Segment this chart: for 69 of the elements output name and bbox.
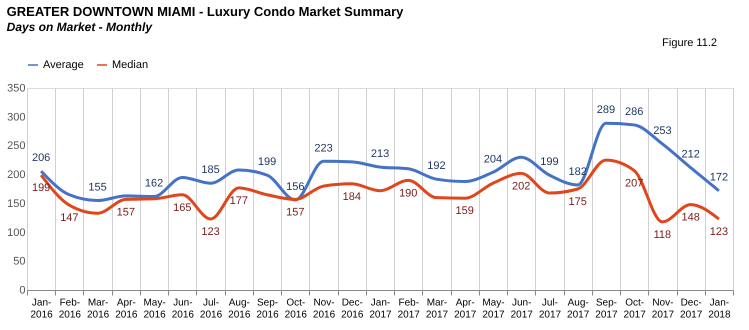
x-tick-label: Nov-2016	[312, 298, 336, 320]
x-tick-label: Nov-2017	[652, 298, 674, 320]
x-tick-label: Jan-2017	[369, 298, 392, 320]
data-label: 289	[596, 104, 616, 116]
data-label: 223	[314, 142, 333, 154]
x-tick-label: Feb-2017	[398, 298, 420, 320]
y-tick-label: 200	[7, 169, 26, 182]
data-label: 155	[88, 182, 107, 194]
data-label: 123	[710, 226, 728, 238]
chart-title: GREATER DOWNTOWN MIAMI - Luxury Condo Market Summary	[6, 4, 404, 19]
x-tick-label: Sep-2017	[595, 298, 618, 320]
x-tick-label: Aug-2016	[228, 298, 251, 320]
x-tick-label: Oct-2016	[284, 298, 308, 320]
data-label: 202	[512, 180, 530, 192]
x-tick-label: Oct-2017	[624, 298, 646, 320]
x-tick-label: Jun-2017	[510, 298, 534, 320]
data-label: 204	[484, 153, 502, 166]
y-tick-label: 100	[7, 226, 26, 239]
y-tick-label: 350	[7, 82, 26, 94]
y-tick-label: 250	[7, 140, 26, 152]
data-label: 206	[32, 152, 50, 164]
data-label: 213	[370, 148, 390, 160]
data-label: 253	[653, 124, 672, 137]
data-label: 157	[286, 206, 304, 218]
data-label: 199	[540, 156, 559, 168]
x-tick-label: May-2016	[143, 298, 166, 320]
x-tick-label: Apr-2017	[454, 298, 477, 320]
data-label: 156	[286, 180, 304, 193]
x-tick-label: Mar-2017	[426, 298, 449, 320]
x-tick-label: Jul-2016	[200, 298, 223, 320]
data-label: 157	[116, 206, 136, 218]
data-label: 177	[230, 194, 248, 207]
data-label: 175	[568, 196, 587, 208]
data-label: 159	[456, 205, 474, 218]
data-label: 286	[624, 106, 644, 118]
data-label: 148	[681, 212, 700, 224]
y-tick-label: 0	[19, 284, 26, 296]
x-tick-label: Jun-2016	[172, 298, 194, 320]
data-label: 172	[710, 172, 728, 184]
data-label: 147	[60, 212, 79, 224]
x-tick-label: Mar-2016	[86, 298, 110, 320]
x-tick-label: Jan-2016	[30, 298, 54, 320]
data-label: 212	[681, 148, 700, 161]
data-label: 118	[654, 228, 672, 241]
y-tick-label: 300	[7, 111, 26, 124]
data-label: 185	[201, 164, 220, 176]
x-tick-label: May-2017	[482, 298, 506, 320]
data-label: 192	[427, 160, 446, 172]
legend-label: Average	[43, 59, 84, 71]
data-label: 199	[258, 156, 276, 168]
x-tick-label: Sep-2016	[256, 298, 280, 320]
data-label: 165	[173, 202, 192, 214]
x-tick-label: Apr-2016	[115, 298, 138, 320]
chart-subtitle: Days on Market - Monthly	[6, 20, 154, 34]
legend-label: Median	[112, 59, 148, 71]
x-tick-label: Jul-2017	[538, 298, 562, 320]
x-tick-label: Dec-2016	[341, 298, 364, 320]
data-label: 184	[342, 190, 361, 203]
x-tick-label: Jan-2018	[708, 298, 731, 320]
data-label: 162	[144, 178, 164, 190]
y-tick-label: 50	[13, 256, 26, 268]
data-label: 199	[32, 182, 50, 194]
x-tick-label: Aug-2017	[567, 298, 590, 320]
y-tick-label: 150	[7, 198, 26, 210]
x-tick-label: Dec-2017	[680, 298, 703, 320]
caption: Figure 11.2	[662, 37, 717, 49]
data-label: 190	[399, 187, 418, 200]
data-label: 123	[201, 226, 220, 238]
x-tick-label: Feb-2016	[58, 298, 82, 320]
